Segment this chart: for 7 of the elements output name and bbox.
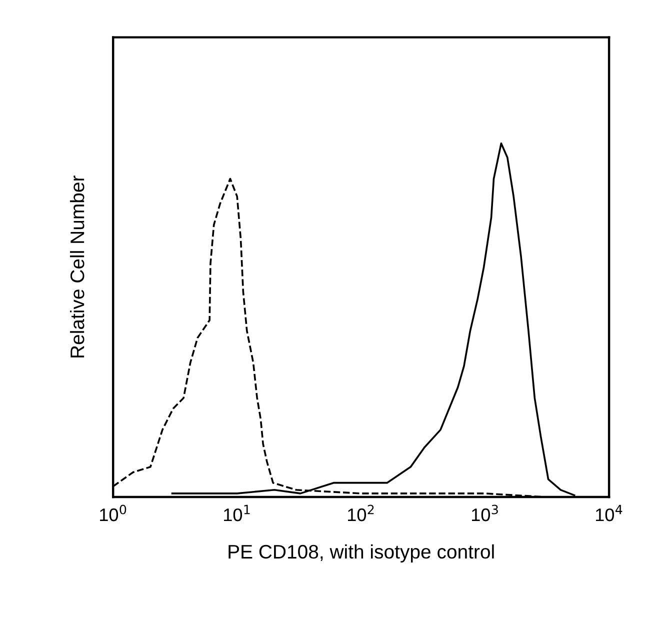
y-axis-title: Relative Cell Number xyxy=(70,176,84,358)
x-axis-title: PE CD108, with isotype control xyxy=(228,544,494,562)
x-tick-label: 10$^{0}$ xyxy=(100,504,126,522)
x-tick-label: 10$^{1}$ xyxy=(224,504,250,522)
x-tick-label: 10$^{2}$ xyxy=(348,504,374,522)
x-tick-label: 10$^{3}$ xyxy=(472,504,498,522)
x-tick-label: 10$^{4}$ xyxy=(596,504,622,522)
